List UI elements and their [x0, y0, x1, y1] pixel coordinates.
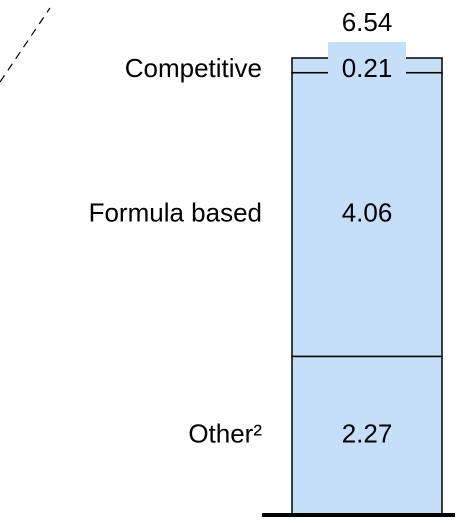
connector-line	[0, 7, 51, 83]
value-label: 2.27	[342, 419, 393, 449]
total-label: 6.54	[342, 7, 393, 37]
value-label-bg	[328, 56, 406, 84]
bar-segment	[291, 355, 443, 516]
value-label: 4.06	[342, 197, 393, 227]
category-label: Formula based	[89, 197, 262, 227]
total-label-bg	[328, 42, 406, 58]
bar-segment	[291, 71, 443, 358]
category-label: Competitive	[125, 53, 262, 83]
category-label: Other²	[188, 419, 262, 449]
